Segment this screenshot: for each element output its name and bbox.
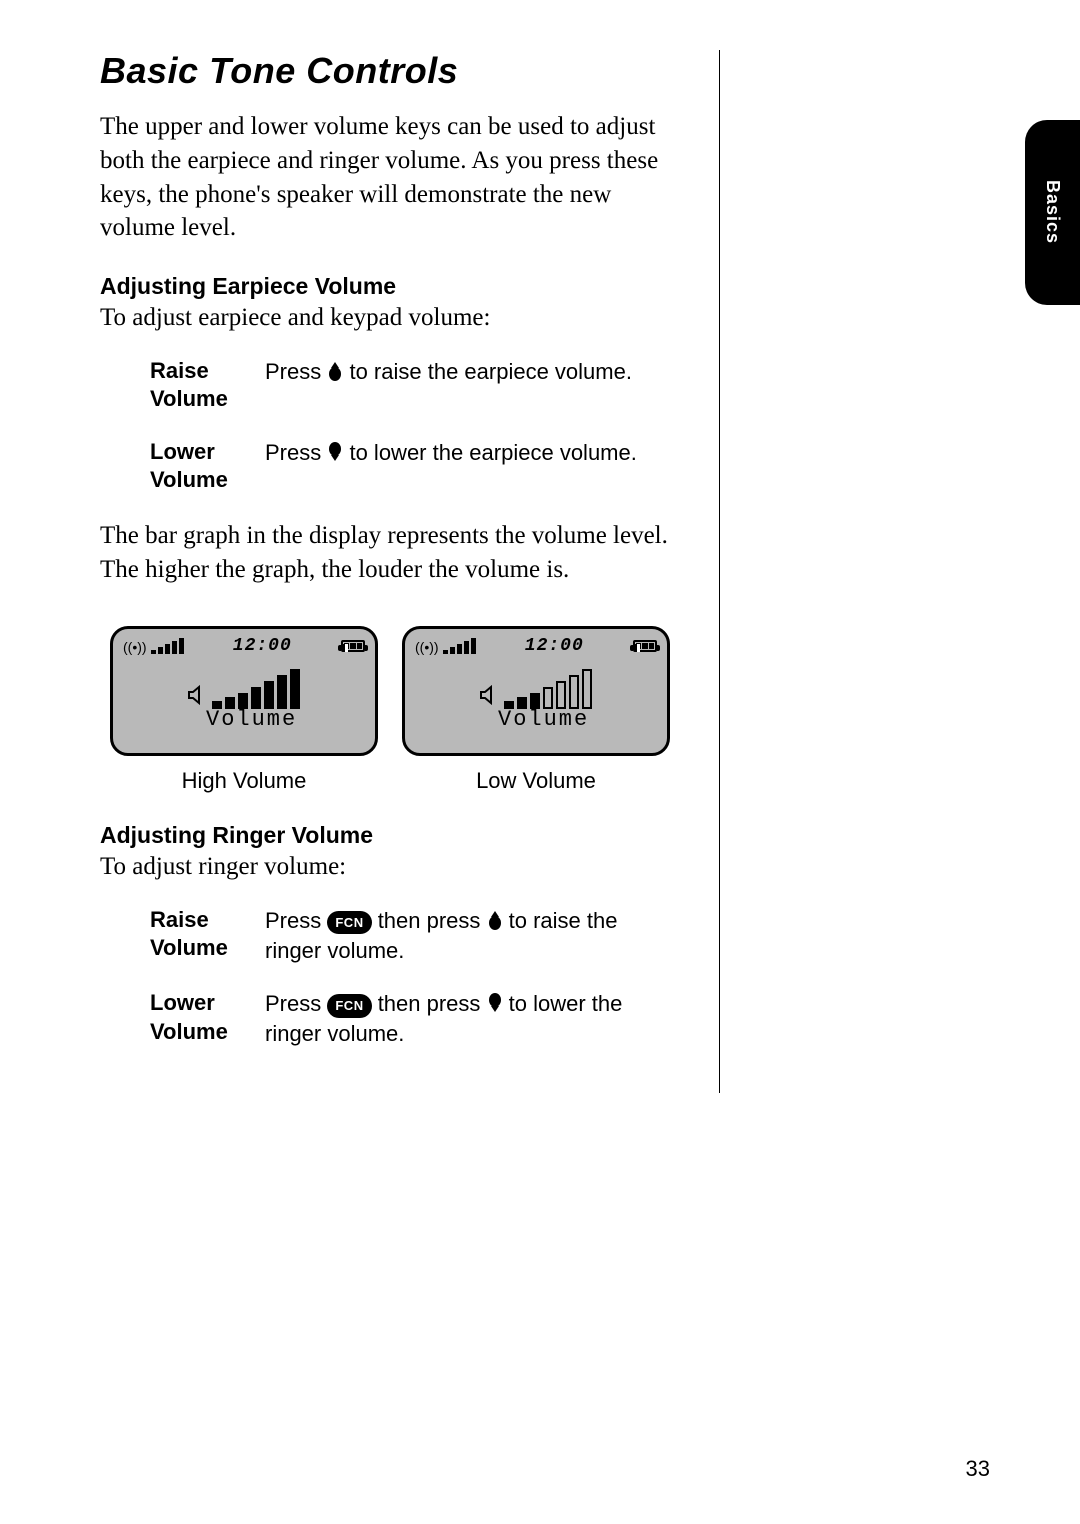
speaker-icon [188, 685, 206, 705]
screen-caption: Low Volume [476, 768, 596, 794]
fcn-key-icon: FCN [327, 911, 371, 935]
battery-icon [341, 640, 365, 652]
volume-up-icon [487, 909, 503, 931]
text-fragment: Press [265, 991, 327, 1016]
volume-down-icon [327, 441, 343, 463]
text-fragment: Press [265, 908, 327, 933]
phone-screen: ((•)) 12:00 [402, 626, 670, 756]
speaker-icon [480, 685, 498, 705]
intro-text: The upper and lower volume keys can be u… [100, 110, 679, 245]
fcn-key-icon: FCN [327, 994, 371, 1018]
section2-lead: To adjust ringer volume: [100, 851, 679, 884]
clock: 12:00 [233, 636, 292, 656]
instruction-label: Raise Volume [150, 906, 265, 963]
instruction-row: Raise Volume Press FCN then press to rai… [150, 906, 670, 965]
text-fragment: Press [265, 359, 327, 384]
section2-heading: Adjusting Ringer Volume [100, 822, 679, 849]
earpiece-instructions: Raise Volume Press to raise the earpiece… [150, 357, 670, 495]
ringer-instructions: Raise Volume Press FCN then press to rai… [150, 906, 670, 1049]
mid-paragraph: The bar graph in the display represents … [100, 519, 679, 587]
volume-display: Volume [188, 669, 300, 732]
volume-display: Volume [480, 669, 592, 732]
section-tab-label: Basics [1042, 180, 1063, 244]
instruction-label: Lower Volume [150, 989, 265, 1046]
low-volume-screen: ((•)) 12:00 [402, 626, 670, 794]
text-fragment: then press [372, 991, 487, 1016]
status-bar: ((•)) 12:00 [405, 635, 667, 657]
volume-screens: ((•)) 12:00 [110, 626, 679, 794]
instruction-text: Press to lower the earpiece volume. [265, 438, 670, 468]
signal-icon: ((•)) [123, 638, 184, 654]
high-volume-screen: ((•)) 12:00 [110, 626, 378, 794]
page-number: 33 [966, 1456, 990, 1482]
instruction-row: Lower Volume Press FCN then press to low… [150, 989, 670, 1048]
instruction-label: Lower Volume [150, 438, 265, 495]
phone-screen: ((•)) 12:00 [110, 626, 378, 756]
clock: 12:00 [525, 636, 584, 656]
screen-caption: High Volume [182, 768, 307, 794]
volume-up-icon [327, 360, 343, 382]
text-fragment: Press [265, 440, 327, 465]
instruction-text: Press FCN then press to raise the ringer… [265, 906, 670, 965]
instruction-label: Raise Volume [150, 357, 265, 414]
volume-label: Volume [206, 707, 297, 732]
text-fragment: to lower the earpiece volume. [343, 440, 637, 465]
instruction-row: Raise Volume Press to raise the earpiece… [150, 357, 670, 414]
instruction-row: Lower Volume Press to lower the earpiece… [150, 438, 670, 495]
instruction-text: Press to raise the earpiece volume. [265, 357, 670, 387]
section1-heading: Adjusting Earpiece Volume [100, 273, 679, 300]
section-tab: Basics [1025, 120, 1080, 305]
volume-label: Volume [498, 707, 589, 732]
page-title: Basic Tone Controls [100, 50, 679, 92]
section1-lead: To adjust earpiece and keypad volume: [100, 302, 679, 335]
instruction-text: Press FCN then press to lower the ringer… [265, 989, 670, 1048]
text-fragment: to raise the earpiece volume. [343, 359, 632, 384]
volume-down-icon [487, 992, 503, 1014]
text-fragment: then press [372, 908, 487, 933]
signal-icon: ((•)) [415, 638, 476, 654]
status-bar: ((•)) 12:00 [113, 635, 375, 657]
battery-icon [633, 640, 657, 652]
